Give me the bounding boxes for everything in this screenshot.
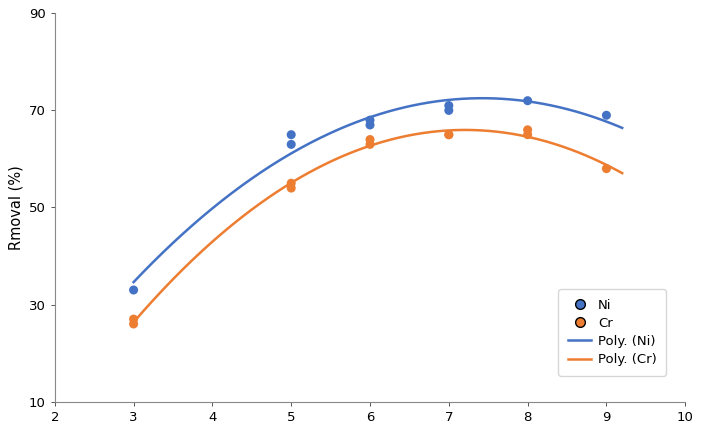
- Point: [286, 184, 297, 191]
- Point: [443, 107, 454, 114]
- Point: [128, 316, 139, 323]
- Point: [364, 121, 376, 128]
- Point: [364, 136, 376, 143]
- Point: [601, 112, 612, 119]
- Point: [522, 131, 534, 138]
- Legend: Ni, Cr, Poly. (Ni), Poly. (Cr): Ni, Cr, Poly. (Ni), Poly. (Cr): [559, 289, 666, 376]
- Point: [443, 131, 454, 138]
- Point: [286, 131, 297, 138]
- Point: [364, 141, 376, 148]
- Point: [128, 321, 139, 327]
- Point: [443, 131, 454, 138]
- Point: [286, 141, 297, 148]
- Y-axis label: Rmoval (%): Rmoval (%): [8, 165, 23, 250]
- Point: [522, 97, 534, 104]
- Point: [364, 117, 376, 124]
- Point: [443, 102, 454, 109]
- Point: [128, 286, 139, 293]
- Point: [286, 180, 297, 187]
- Point: [601, 165, 612, 172]
- Point: [522, 127, 534, 133]
